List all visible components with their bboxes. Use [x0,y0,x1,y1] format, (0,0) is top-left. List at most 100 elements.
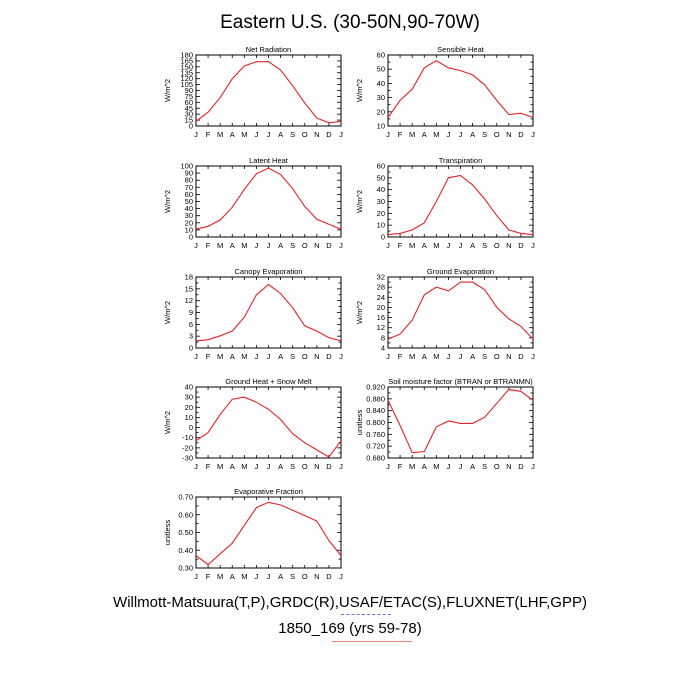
series-line [195,501,342,566]
y-tick-label: 60 [185,98,193,107]
x-tick-label: A [278,130,283,139]
x-tick-label: A [470,130,475,139]
x-tick-label: N [506,462,511,471]
x-tick-label: J [339,352,343,361]
y-tick-label: 18 [185,273,193,282]
x-tick-label: M [241,462,247,471]
y-tick-label: 60 [185,190,193,199]
series-line [195,396,342,458]
x-tick-label: J [447,352,451,361]
x-tick-label: O [302,130,308,139]
y-tick-label: 40 [185,204,193,213]
plot-frame [195,276,342,349]
y-tick-label: 20 [185,403,193,412]
y-tick-label: 40 [377,79,385,88]
panel-0: Net Radiation 015304560759010512013515016… [163,45,343,139]
y-tick-label: 0 [189,122,193,131]
y-axis-label: W/m^2 [355,79,364,102]
x-tick-label: A [422,130,427,139]
x-tick-label: D [518,130,524,139]
x-tick-label: M [217,241,223,250]
y-tick-label: 70 [185,183,193,192]
x-tick-label: S [482,462,487,471]
x-tick-label: N [506,241,511,250]
x-tick-label: F [398,462,403,471]
series-line [387,388,534,454]
x-tick-label: O [302,241,308,250]
y-tick-label: 12 [377,323,385,332]
x-tick-label: J [194,352,198,361]
y-tick-label: 30 [185,110,193,119]
x-tick-label: F [206,130,211,139]
x-tick-label: O [302,572,308,581]
x-tick-label: N [314,352,319,361]
y-tick-label: 20 [185,218,193,227]
x-tick-label: J [531,352,535,361]
panel-title: Transpiration [439,156,483,165]
y-tick-label: 28 [377,283,385,292]
y-tick-label: 10 [185,225,193,234]
x-tick-label: J [339,130,343,139]
x-tick-label: S [482,352,487,361]
y-tick-label: 180 [180,51,193,60]
panel-title: Ground Evaporation [427,267,494,276]
x-tick-label: J [339,462,343,471]
y-tick-label: 20 [377,209,385,218]
x-tick-label: J [459,241,463,250]
x-tick-label: N [314,572,319,581]
x-tick-label: J [459,130,463,139]
panel-7: Soil moisture factor (BTRAN or BTRANMN)0… [355,377,535,471]
x-tick-label: D [518,241,524,250]
x-tick-label: M [433,352,439,361]
y-tick-label: 0.800 [366,418,385,427]
x-tick-label: O [302,462,308,471]
x-tick-label: S [482,130,487,139]
x-tick-label: D [518,462,524,471]
x-tick-label: S [290,241,295,250]
y-tick-label: 0.840 [366,406,385,415]
y-tick-label: 40 [377,185,385,194]
x-tick-label: M [409,462,415,471]
x-tick-label: N [506,130,511,139]
x-tick-label: O [494,352,500,361]
y-tick-label: 0 [189,344,193,353]
x-tick-label: O [494,241,500,250]
panel-title: Evaporative Fraction [234,487,303,496]
x-tick-label: J [339,241,343,250]
y-tick-label: 0 [189,233,193,242]
y-tick-label: 50 [377,173,385,182]
y-tick-label: 0 [381,233,385,242]
y-tick-label: 0 [189,423,193,432]
plot-frame [195,54,342,127]
x-tick-label: D [326,130,332,139]
x-tick-label: J [447,130,451,139]
plot-frame [387,276,534,349]
x-tick-label: J [339,572,343,581]
x-tick-label: O [494,130,500,139]
x-tick-label: D [326,352,332,361]
y-tick-label: 90 [185,86,193,95]
x-tick-label: J [386,130,390,139]
y-tick-label: 30 [185,211,193,220]
y-tick-label: 0.50 [178,528,193,537]
x-tick-label: J [386,352,390,361]
x-tick-label: A [230,241,235,250]
y-tick-label: 80 [185,176,193,185]
series-line [387,174,534,236]
x-tick-label: M [433,462,439,471]
y-tick-label: 24 [377,293,385,302]
y-tick-label: 9 [189,308,193,317]
x-tick-label: N [314,241,319,250]
x-tick-label: J [267,572,271,581]
x-tick-label: M [409,130,415,139]
footer-sources: Willmott-Matsuura(T,P),GRDC(R),USAF/ETAC… [113,594,587,611]
x-tick-label: A [422,462,427,471]
x-tick-label: M [217,572,223,581]
x-tick-label: D [326,241,332,250]
y-tick-label: 0.760 [366,430,385,439]
x-tick-label: J [255,352,259,361]
